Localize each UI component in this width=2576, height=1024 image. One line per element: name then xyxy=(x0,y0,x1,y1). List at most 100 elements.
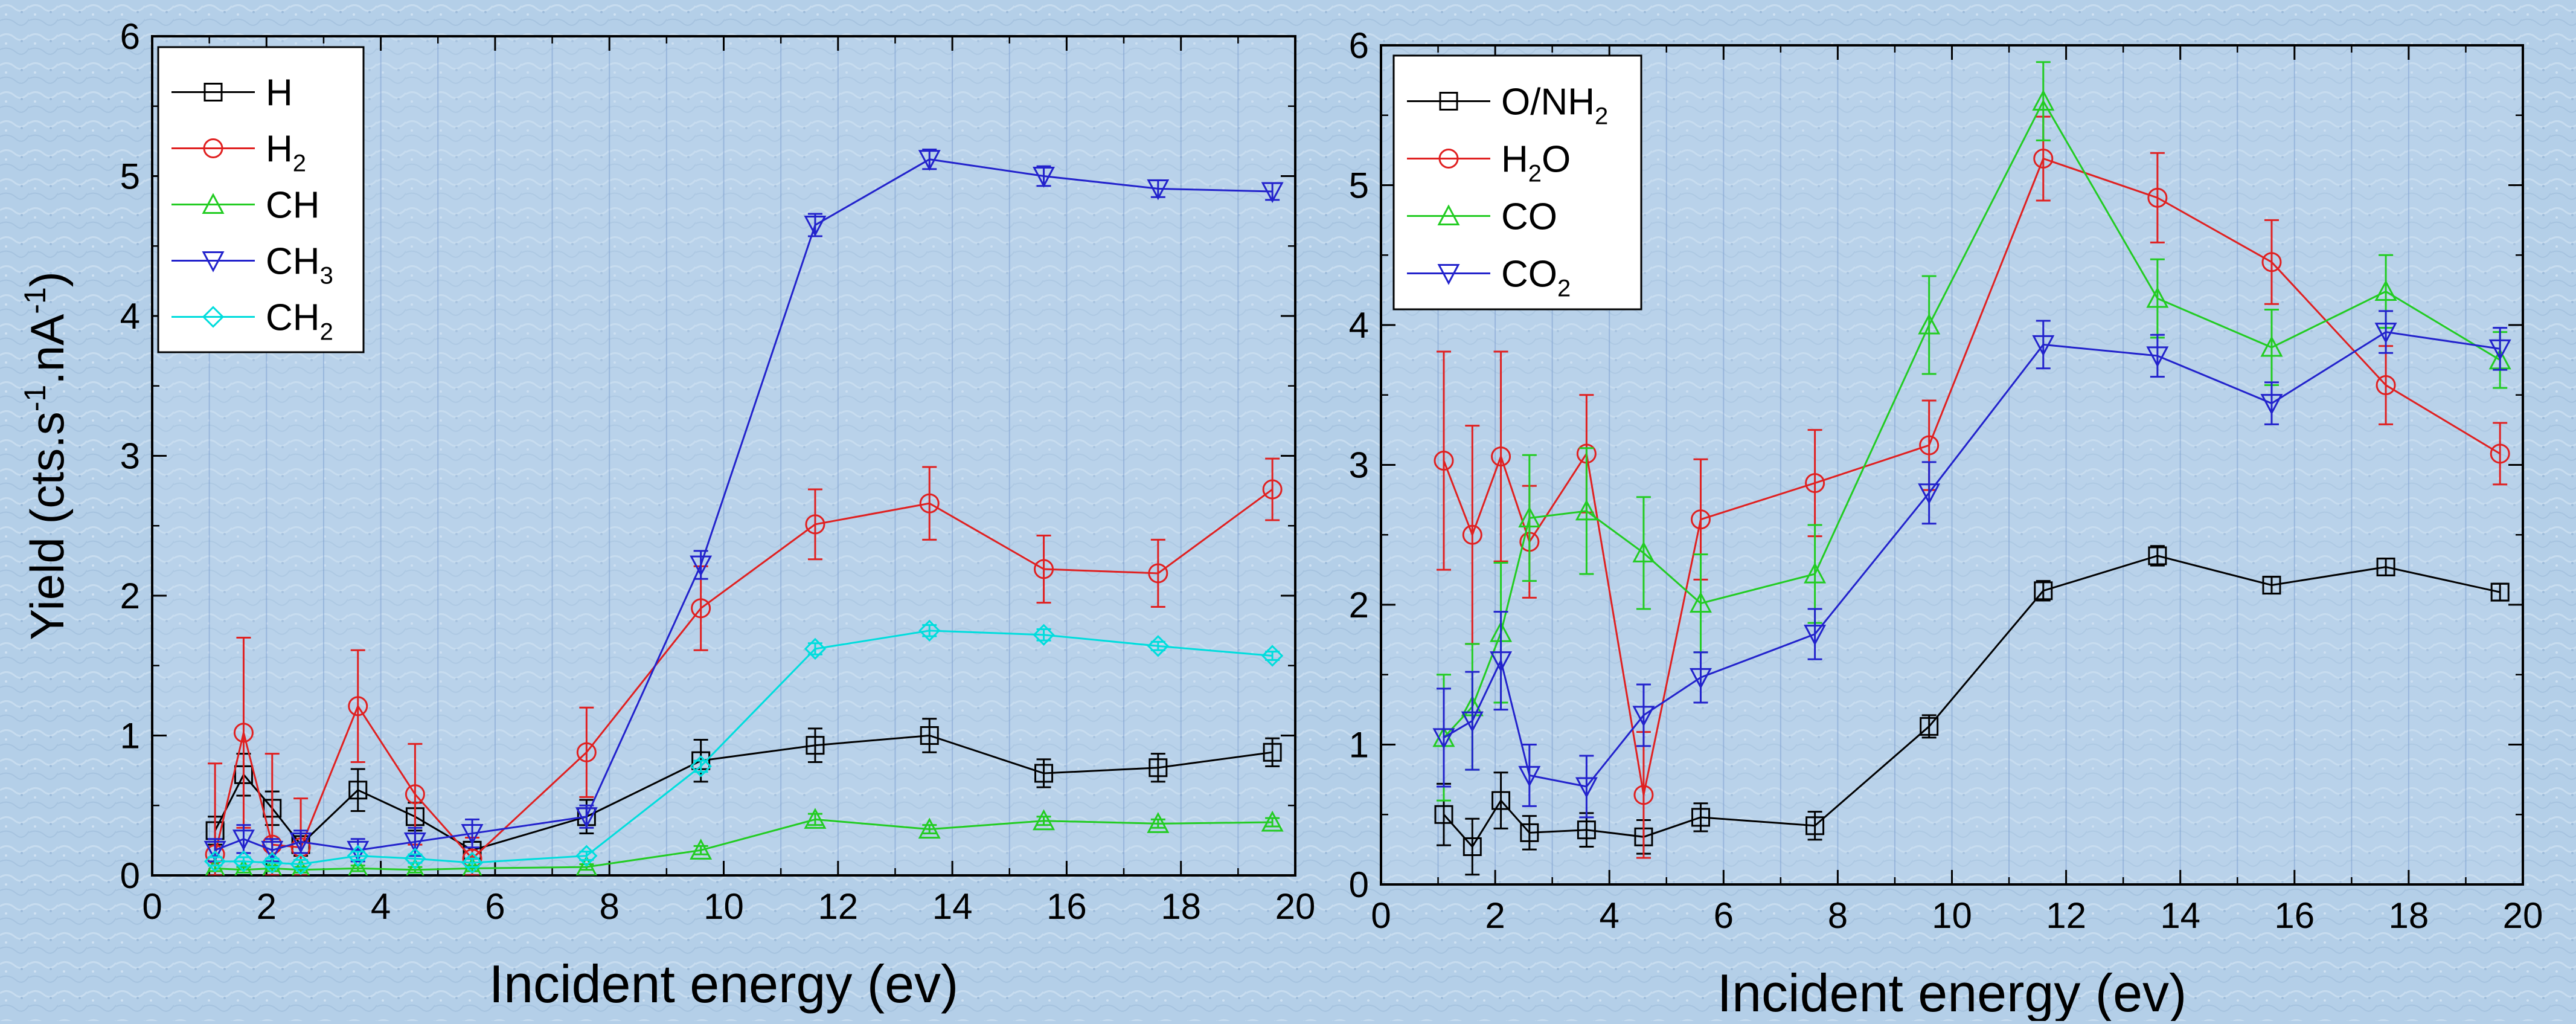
x-tick-label: 0 xyxy=(142,886,162,927)
x-tick-label: 2 xyxy=(257,886,277,927)
data-point xyxy=(918,619,941,642)
data-point xyxy=(403,832,426,854)
legend-box xyxy=(157,46,365,353)
data-point xyxy=(1434,451,1454,471)
data-point xyxy=(690,839,713,860)
legend-label-main: CH xyxy=(266,297,320,339)
data-point xyxy=(289,832,312,854)
data-point xyxy=(2032,89,2055,111)
data-point xyxy=(2147,187,2168,208)
data-point xyxy=(1577,820,1596,840)
data-point xyxy=(2033,149,2054,169)
y-tick-label: 5 xyxy=(1349,166,1369,206)
x-tick-label: 2 xyxy=(1485,895,1505,936)
data-point xyxy=(575,807,598,828)
data-point xyxy=(1518,765,1541,787)
data-point xyxy=(1263,742,1282,762)
data-point xyxy=(1261,645,1284,667)
data-point xyxy=(2490,443,2510,464)
legend-label-subscript: 2 xyxy=(320,319,333,346)
legend-marker xyxy=(202,251,225,272)
y-axis-label-part: Yield (cts.s xyxy=(21,411,74,640)
x-tick-label: 16 xyxy=(2274,895,2315,936)
y-tick-label: 5 xyxy=(120,156,140,197)
legend-label: H2O xyxy=(1501,139,1571,187)
data-point xyxy=(576,742,597,762)
data-point xyxy=(1462,524,1482,545)
data-point xyxy=(261,840,284,862)
y-tick-label: 4 xyxy=(120,296,140,337)
data-point xyxy=(2261,252,2282,272)
y-tick-label: 2 xyxy=(1349,585,1369,625)
x-tick-label: 6 xyxy=(485,886,505,927)
data-point xyxy=(1804,625,1827,646)
data-point xyxy=(405,784,425,805)
data-point xyxy=(2146,286,2169,308)
y-tick-label: 1 xyxy=(1349,725,1369,765)
data-point xyxy=(1632,541,1655,562)
data-point xyxy=(1920,716,1939,736)
data-point xyxy=(1918,313,1941,335)
data-point xyxy=(1575,777,1598,799)
series-onh2 xyxy=(1434,545,2510,876)
legend-label-subscript: 3 xyxy=(320,263,333,289)
data-point xyxy=(1575,499,1598,521)
data-point xyxy=(2490,582,2510,602)
data-point xyxy=(804,808,827,829)
data-point xyxy=(1261,182,1284,204)
data-point xyxy=(918,817,941,839)
data-point xyxy=(806,736,825,755)
data-point xyxy=(2376,557,2395,576)
legend-label: CO2 xyxy=(1501,254,1571,302)
legend-label: H2 xyxy=(266,129,306,177)
data-point xyxy=(1805,473,1825,494)
y-axis-label-superscript: -1 xyxy=(18,385,52,411)
legend-label: CH2 xyxy=(266,297,333,346)
data-point xyxy=(203,840,226,862)
x-tick-label: 6 xyxy=(1714,895,1734,936)
data-point xyxy=(2260,335,2283,357)
data-point xyxy=(1033,623,1055,646)
legend-label-main: H xyxy=(1501,139,1528,181)
x-tick-label: 4 xyxy=(1600,895,1620,936)
x-tick-label: 18 xyxy=(1161,886,1201,927)
data-point xyxy=(347,845,369,867)
legend-label-main: O/NH xyxy=(1501,82,1595,123)
data-point xyxy=(1633,785,1654,805)
series-line xyxy=(1443,157,2501,796)
data-point xyxy=(1491,791,1511,810)
data-point xyxy=(1434,805,1453,824)
series-h2o xyxy=(1434,115,2510,859)
data-point xyxy=(1147,812,1170,833)
data-point xyxy=(233,723,254,743)
data-point xyxy=(1691,808,1710,827)
legend-label-tail: O xyxy=(1542,139,1571,181)
data-point xyxy=(1490,651,1513,672)
data-point xyxy=(1689,591,1712,613)
series-line xyxy=(1443,99,2501,738)
data-point xyxy=(1919,435,1940,456)
y-axis-label-part: ) xyxy=(21,271,74,287)
x-tick-label: 10 xyxy=(703,886,744,927)
data-point xyxy=(1690,509,1711,530)
data-point xyxy=(2146,346,2169,368)
data-point xyxy=(691,598,711,619)
y-axis-label-part: .nA xyxy=(21,314,74,385)
data-point xyxy=(289,853,312,875)
y-axis-label: Yield (cts.s-1.nA-1) xyxy=(18,271,74,640)
x-tick-label: 4 xyxy=(371,886,391,927)
data-point xyxy=(575,845,598,867)
data-point xyxy=(348,781,368,800)
data-point xyxy=(1918,483,1941,504)
data-point xyxy=(1148,563,1168,584)
data-point xyxy=(804,637,827,660)
data-point xyxy=(919,493,940,514)
x-axis-label: Incident energy (ev) xyxy=(489,954,959,1014)
data-point xyxy=(461,824,484,845)
